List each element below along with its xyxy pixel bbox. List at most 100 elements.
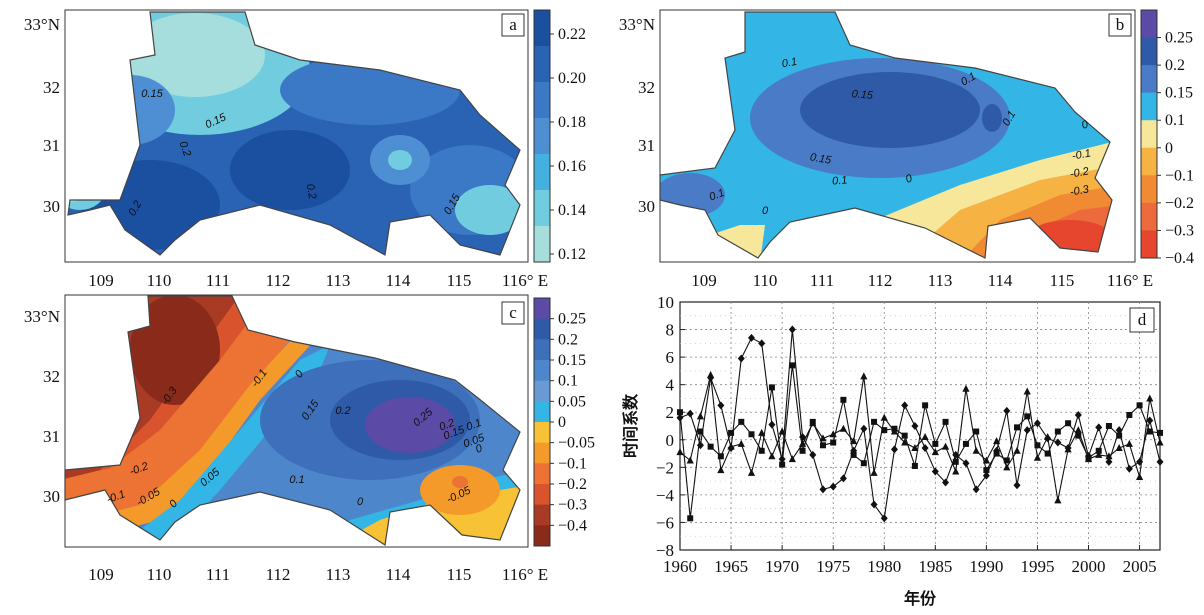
colorbar-tick-label: 0.18 xyxy=(558,114,586,131)
x-tick-label: 1960 xyxy=(663,557,697,576)
colorbar-swatch xyxy=(534,422,550,444)
colorbar-swatch xyxy=(534,401,550,423)
panel-b-tag: b xyxy=(1116,15,1125,34)
panel-a-boundary xyxy=(67,11,521,256)
panel-b-boundary xyxy=(659,11,1113,259)
data-point-triangle xyxy=(686,456,694,464)
panel-c-lon-tick: 110 xyxy=(147,565,172,584)
data-point-triangle xyxy=(1003,463,1011,471)
panel-c-colorbar: 0.25 0.2 0.15 0.1 0.05 0 −0.05 −0.1 −0.2 −0.3 −0.4 xyxy=(533,297,595,547)
data-point-diamond xyxy=(737,354,745,363)
data-point-triangle xyxy=(778,427,786,435)
data-point-square xyxy=(983,467,990,474)
panel-a-colorbar: 0.22 0.20 0.18 0.16 0.14 0.12 xyxy=(533,9,586,263)
data-point-diamond xyxy=(809,450,817,459)
data-point-diamond xyxy=(1023,426,1031,435)
panel-d-xlabel: 年份 xyxy=(904,589,937,608)
data-point-triangle xyxy=(1095,450,1103,458)
panel-b-lat-tick: 32 xyxy=(638,78,655,97)
panel-a-lat-tick: 32 xyxy=(43,78,60,97)
data-point-square xyxy=(687,515,694,522)
data-point-square xyxy=(1034,442,1041,449)
panel-c-lat-tick: 31 xyxy=(43,427,60,446)
data-point-diamond xyxy=(870,500,878,509)
colorbar-frame xyxy=(533,9,551,263)
y-tick-label: 0 xyxy=(666,431,675,450)
x-tick-label: 1985 xyxy=(918,557,952,576)
colorbar-tick-label: 0.12 xyxy=(558,246,586,263)
data-point-triangle xyxy=(1064,445,1072,453)
panel-c-lon-tick: 109 xyxy=(88,565,114,584)
y-tick-label: −6 xyxy=(656,513,674,532)
data-point-triangle xyxy=(1074,426,1082,434)
contour-label: 0.1 xyxy=(708,187,726,204)
data-point-triangle xyxy=(1084,455,1093,463)
data-point-diamond xyxy=(972,485,980,494)
data-point-triangle xyxy=(707,371,715,379)
data-point-triangle xyxy=(1105,452,1113,460)
data-point-square xyxy=(1065,420,1072,427)
panel-a-map: 0.150.150.20.20.20.15 a 33°N 32 31 30 10… xyxy=(24,9,548,290)
data-point-diamond xyxy=(1125,464,1133,473)
colorbar-swatch xyxy=(534,339,550,361)
panel-b-lat-tick: 30 xyxy=(638,197,655,216)
panel-d-tag-box xyxy=(1129,307,1155,333)
contour-label: 0.2 xyxy=(335,405,350,417)
data-point-square xyxy=(738,418,745,425)
panel-d-series xyxy=(676,325,1164,523)
data-point-triangle xyxy=(788,455,796,463)
panel-a-lon-tick: 114 xyxy=(386,271,411,290)
data-point-triangle xyxy=(901,438,909,446)
data-point-triangle xyxy=(921,433,929,441)
data-point-diamond xyxy=(942,478,950,487)
contour-label: 0 xyxy=(904,172,915,186)
data-point-square xyxy=(768,384,775,391)
panel-b-lon-tick: 109 xyxy=(691,271,717,290)
data-point-diamond xyxy=(1115,426,1123,435)
data-point-square xyxy=(973,428,980,435)
panel-a-lat-tick: 30 xyxy=(43,197,60,216)
colorbar-tick-label: 0.22 xyxy=(558,26,586,43)
data-point-diamond xyxy=(768,420,776,429)
colorbar-swatch xyxy=(534,226,550,263)
colorbar-swatch xyxy=(534,298,550,320)
data-point-triangle xyxy=(880,413,888,421)
colorbar-tick-label: 0.1 xyxy=(558,373,578,390)
panel-c-lon-tick: 116° E xyxy=(502,565,548,584)
contour-label: 0.1 xyxy=(465,417,483,434)
data-point-triangle xyxy=(1044,433,1052,441)
panel-a-tag-box xyxy=(501,13,525,37)
x-tick-label: 1965 xyxy=(714,557,748,576)
panel-b-lon-tick: 113 xyxy=(928,271,953,290)
data-point-square xyxy=(748,431,755,438)
data-point-square xyxy=(1024,413,1031,420)
data-point-triangle xyxy=(850,437,858,445)
panel-c-lat-tick: 30 xyxy=(43,487,60,506)
panel-b-lon-tick: 116° E xyxy=(1107,271,1153,290)
contour-label: 0.15 xyxy=(141,88,163,100)
panel-a-lat-tick: 33°N xyxy=(24,15,60,34)
panel-c-lon-tick: 115 xyxy=(447,565,472,584)
data-point-square xyxy=(1116,432,1123,439)
data-point-square xyxy=(942,418,949,425)
data-point-square xyxy=(697,428,704,435)
panel-b-lon-tick: 110 xyxy=(753,271,778,290)
colorbar-tick-label: −0.2 xyxy=(558,476,587,493)
x-tick-label: 2005 xyxy=(1123,557,1157,576)
data-point-diamond xyxy=(1074,410,1082,419)
data-point-square xyxy=(830,439,837,446)
panel-b-lat-tick: 33°N xyxy=(619,15,655,34)
colorbar-swatch xyxy=(534,360,550,382)
colorbar-tick-label: 0.05 xyxy=(558,393,586,410)
colorbar-swatch xyxy=(1141,37,1157,66)
data-point-diamond xyxy=(1003,406,1011,415)
panel-d-y-ticks: 10 8 6 4 2 0 −2 −4 −6 −8 xyxy=(656,293,685,560)
contour-label: 0.2 xyxy=(304,183,318,200)
panel-a-lon-tick: 111 xyxy=(206,271,230,290)
panel-c-tag: c xyxy=(509,303,517,322)
colorbar-tick-label: −0.4 xyxy=(558,517,587,534)
colorbar-tick-label: −0.1 xyxy=(1165,167,1194,184)
data-point-triangle xyxy=(911,444,919,452)
data-point-diamond xyxy=(829,482,837,491)
